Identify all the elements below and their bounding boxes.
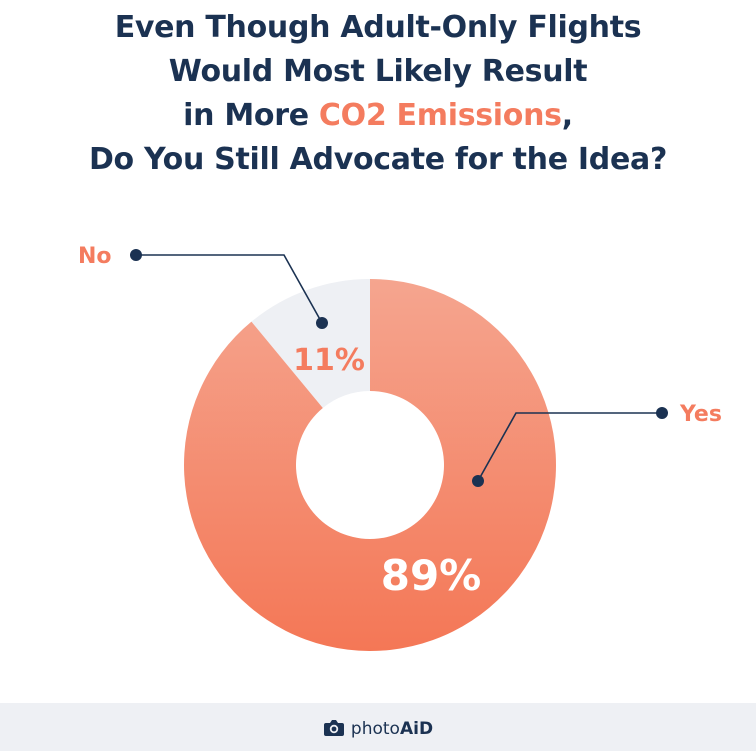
leader-dot-yes-inner xyxy=(472,475,484,487)
legend-label-no: No xyxy=(78,244,112,269)
slice-no xyxy=(251,279,370,408)
data-label-yes: 89% xyxy=(381,551,482,600)
brand-text: photo xyxy=(350,719,400,739)
title-line-3: in More CO2 Emissions, xyxy=(0,94,756,138)
title-line-3-post: , xyxy=(561,98,573,133)
title-line-4: Do You Still Advocate for the Idea? xyxy=(88,142,668,177)
brand-text-accent: AiD xyxy=(399,719,434,739)
data-label-no: 11% xyxy=(293,343,365,378)
leader-line-yes xyxy=(477,412,662,482)
donut-chart: No 11% Yes 89% xyxy=(78,244,722,652)
leader-lines-group xyxy=(130,249,668,487)
leader-dot-no-inner xyxy=(316,317,328,329)
slice-yes xyxy=(184,279,557,652)
brand-logo: photoAiD xyxy=(0,718,756,743)
title-line-2: Would Most Likely Result xyxy=(168,54,588,89)
footer-bar: photoAiD xyxy=(0,703,756,751)
camera-icon xyxy=(323,718,345,743)
leader-dot-yes-outer xyxy=(656,407,668,419)
labels-group: No 11% Yes 89% xyxy=(78,244,722,600)
title-line-3-pre: in More xyxy=(183,98,319,133)
leader-dot-no-outer xyxy=(130,249,142,261)
legend-label-yes: Yes xyxy=(679,402,722,427)
slices-group xyxy=(184,279,557,652)
chart-title: Even Though Adult-Only Flights Would Mos… xyxy=(0,6,756,182)
leader-line-no xyxy=(136,254,323,324)
title-line-1: Even Though Adult-Only Flights xyxy=(114,10,642,45)
title-highlight: CO2 Emissions xyxy=(318,98,562,133)
